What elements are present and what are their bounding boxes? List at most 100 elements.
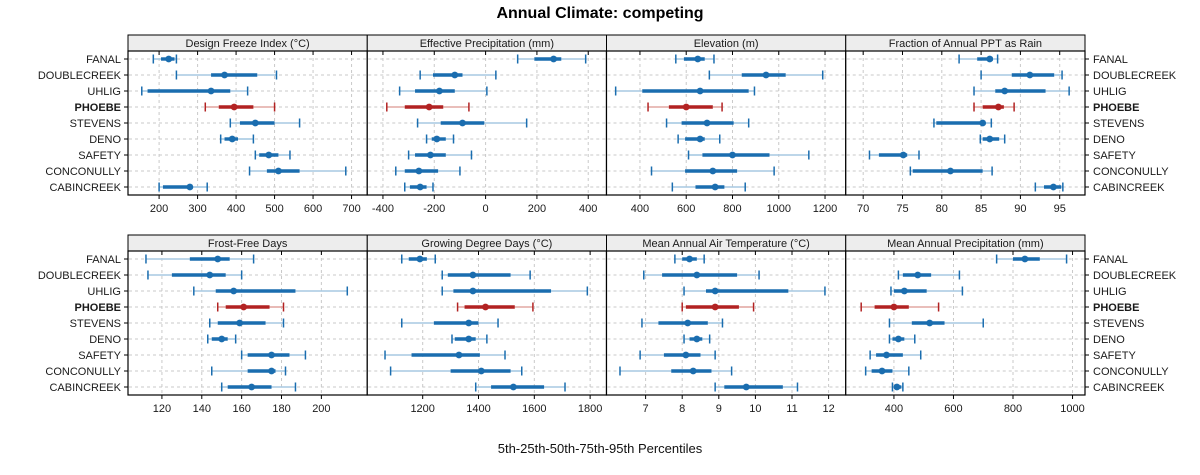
site-label-left-uhlig: UHLIG xyxy=(87,286,121,298)
site-label-left-cabincreek: CABINCREEK xyxy=(49,382,121,394)
interval-fanal xyxy=(674,254,705,264)
interval-cabincreek xyxy=(891,382,904,392)
median-dot xyxy=(900,287,908,295)
site-label-left-conconully: CONCONULLY xyxy=(45,166,121,178)
median-dot xyxy=(415,167,423,175)
site-label-left-conconully: CONCONULLY xyxy=(45,366,121,378)
interval-doublecreek xyxy=(980,70,1063,80)
interval-cabincreek xyxy=(404,182,434,192)
interval-doublecreek xyxy=(897,270,961,280)
site-label-left-doublecreek: DOUBLECREEK xyxy=(38,70,122,82)
site-label-right-cabincreek: CABINCREEK xyxy=(1093,382,1165,394)
site-label-right-doublecreek: DOUBLECREEK xyxy=(1093,70,1177,82)
axis-tick-label: 600 xyxy=(677,203,695,215)
interval-doublecreek xyxy=(175,70,278,80)
median-dot xyxy=(451,71,459,79)
median-dot xyxy=(682,351,690,359)
median-dot xyxy=(689,367,697,375)
interval-uhlig xyxy=(398,86,488,96)
interval-uhlig xyxy=(683,286,826,296)
median-dot xyxy=(469,271,477,279)
median-dot xyxy=(682,103,690,111)
median-dot xyxy=(550,55,557,63)
interval-fanal xyxy=(145,254,255,264)
axis-tick-label: 75 xyxy=(896,203,908,215)
axis-tick-label: 1000 xyxy=(1060,403,1084,415)
interval-safety xyxy=(687,150,810,160)
interval-safety xyxy=(869,350,922,360)
site-label-right-uhlig: UHLIG xyxy=(1093,286,1127,298)
interval-deno xyxy=(677,134,721,144)
interval-safety xyxy=(407,150,473,160)
axis-tick-label: 400 xyxy=(579,203,597,215)
median-dot xyxy=(228,135,236,143)
median-dot xyxy=(986,135,994,143)
median-dot xyxy=(703,119,711,127)
axis-tick-label: 70 xyxy=(857,203,869,215)
median-dot xyxy=(433,135,441,143)
panel-strip-title: Mean Annual Precipitation (mm) xyxy=(887,238,1044,250)
interval-fanal xyxy=(995,254,1068,264)
interval-stevens xyxy=(888,318,984,328)
median-dot xyxy=(742,383,750,391)
median-dot xyxy=(214,255,222,263)
panel-mean-annual-air-temperature-c: Mean Annual Air Temperature (°C) 7 8 9 10 11 1… xyxy=(605,234,847,415)
median-dot xyxy=(455,351,463,359)
panel-frost-free-days: Frost-Free Days FANAL DOUBLECREEK UHLIG PHOE… xyxy=(38,234,368,415)
site-label-left-phoebe: PHOEBE xyxy=(75,302,121,314)
median-dot xyxy=(696,87,704,95)
median-dot xyxy=(207,87,215,95)
interval-doublecreek xyxy=(643,270,760,280)
median-dot xyxy=(914,271,922,279)
site-label-right-safety: SAFETY xyxy=(1093,350,1136,362)
axis-tick-label: 400 xyxy=(631,203,649,215)
median-dot xyxy=(416,183,424,191)
interval-deno xyxy=(425,134,455,144)
site-label-left-phoebe: PHOEBE xyxy=(75,102,121,114)
interval-stevens xyxy=(401,318,499,328)
median-dot xyxy=(165,55,173,63)
site-label-right-stevens: STEVENS xyxy=(1093,118,1144,130)
interval-phoebe xyxy=(204,102,276,112)
axis-tick-label: 1000 xyxy=(767,203,791,215)
axis-tick-label: 1800 xyxy=(578,403,602,415)
interval-uhlig xyxy=(614,86,756,96)
interval-conconully xyxy=(210,366,287,376)
panel-strip-title: Mean Annual Air Temperature (°C) xyxy=(642,238,809,250)
interval-conconully xyxy=(248,166,347,176)
site-label-left-fanal: FANAL xyxy=(86,254,121,266)
interval-fanal xyxy=(401,254,436,264)
axis-tick-label: 600 xyxy=(944,403,962,415)
interval-cabincreek xyxy=(1034,182,1064,192)
median-dot xyxy=(509,383,517,391)
median-dot xyxy=(1026,71,1034,79)
interval-phoebe xyxy=(216,302,285,312)
axis-tick-label: -400 xyxy=(372,203,394,215)
median-dot xyxy=(883,351,890,359)
axis-tick-label: 500 xyxy=(265,203,283,215)
interval-fanal xyxy=(152,54,178,64)
median-dot xyxy=(436,87,443,95)
axis-tick-label: 1600 xyxy=(522,403,546,415)
axis-tick-label: 0 xyxy=(483,203,489,215)
interval-fanal xyxy=(516,54,587,64)
panel-strip-title: Frost-Free Days xyxy=(208,238,288,250)
site-label-right-deno: DENO xyxy=(1093,134,1125,146)
axis-tick-label: 400 xyxy=(885,403,903,415)
interval-uhlig xyxy=(890,286,964,296)
median-dot xyxy=(275,167,282,175)
interval-stevens xyxy=(641,318,724,328)
median-dot xyxy=(686,255,693,263)
site-label-right-cabincreek: CABINCREEK xyxy=(1093,182,1165,194)
axis-tick-label: 95 xyxy=(1054,203,1066,215)
median-dot xyxy=(709,167,717,175)
panel-strip-title: Growing Degree Days (°C) xyxy=(421,238,552,250)
axis-tick-label: 180 xyxy=(272,403,290,415)
axis-tick-label: 200 xyxy=(150,203,168,215)
interval-conconully xyxy=(619,366,733,376)
site-label-right-conconully: CONCONULLY xyxy=(1093,166,1169,178)
site-label-left-stevens: STEVENS xyxy=(70,318,121,330)
median-dot xyxy=(684,319,692,327)
interval-phoebe xyxy=(973,102,1015,112)
